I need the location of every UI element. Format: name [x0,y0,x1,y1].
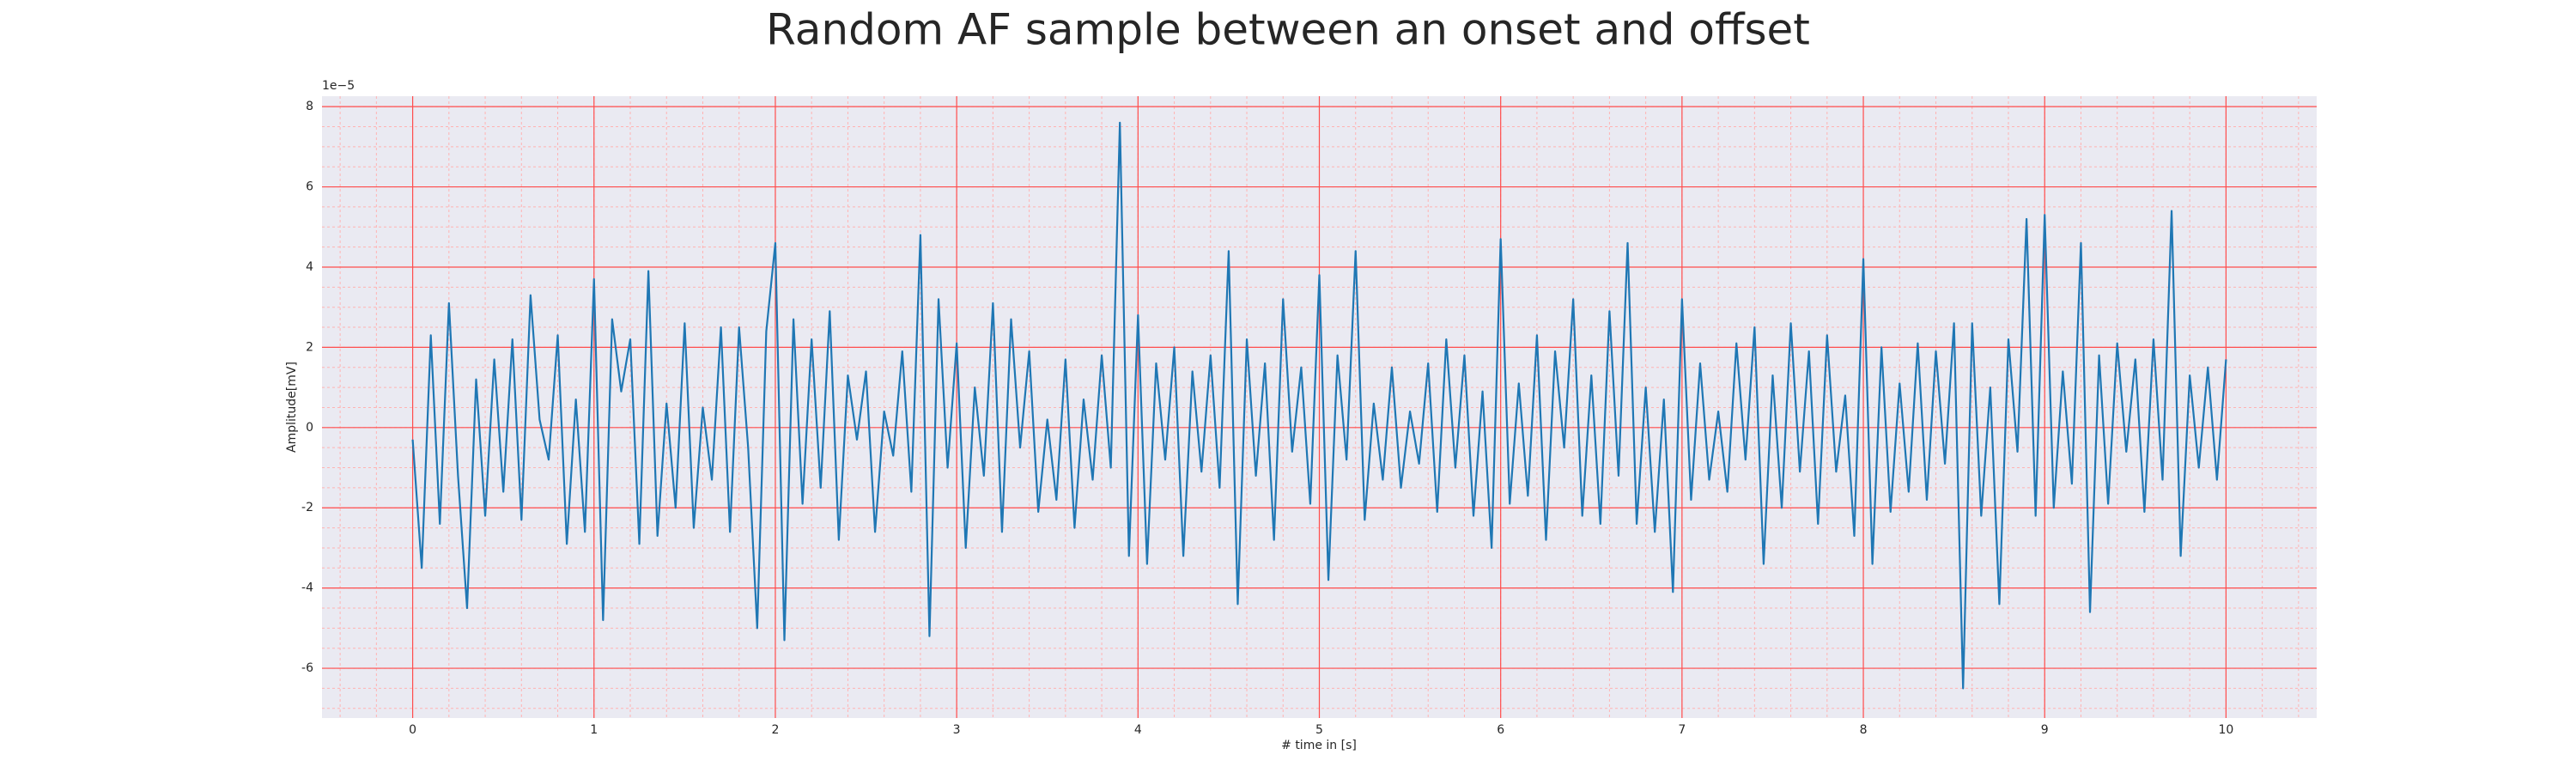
y-tick-label: 6 [306,180,313,194]
x-axis-label: # time in [s] [1281,739,1357,752]
y-tick-label: -6 [301,661,313,675]
x-tick-label: 9 [2041,723,2049,737]
y-axis-label: Amplitude[mV] [285,362,299,453]
x-tick-label: 7 [1678,723,1686,737]
x-tick-label: 4 [1134,723,1142,737]
x-tick-label: 1 [590,723,598,737]
y-tick-label: 8 [306,100,313,113]
x-tick-label: 0 [409,723,416,737]
chart-title: Random AF sample between an onset and of… [766,5,1810,55]
y-tick-label: -2 [301,501,313,514]
signal-line [411,121,2227,690]
y-tick-label: -4 [301,581,313,595]
y-tick-label: 4 [306,260,313,274]
y-tick-label: 2 [306,340,313,354]
plot-marks [411,121,2227,690]
y-tick-label: 0 [306,421,313,435]
x-tick-label: 10 [2218,723,2233,737]
y-offset-label: 1e−5 [322,79,355,93]
x-tick-label: 2 [771,723,779,737]
x-tick-label: 5 [1315,723,1323,737]
major-grid [322,96,2317,718]
x-tick-label: 3 [953,723,961,737]
x-tick-label: 6 [1497,723,1504,737]
x-tick-label: 8 [1860,723,1868,737]
